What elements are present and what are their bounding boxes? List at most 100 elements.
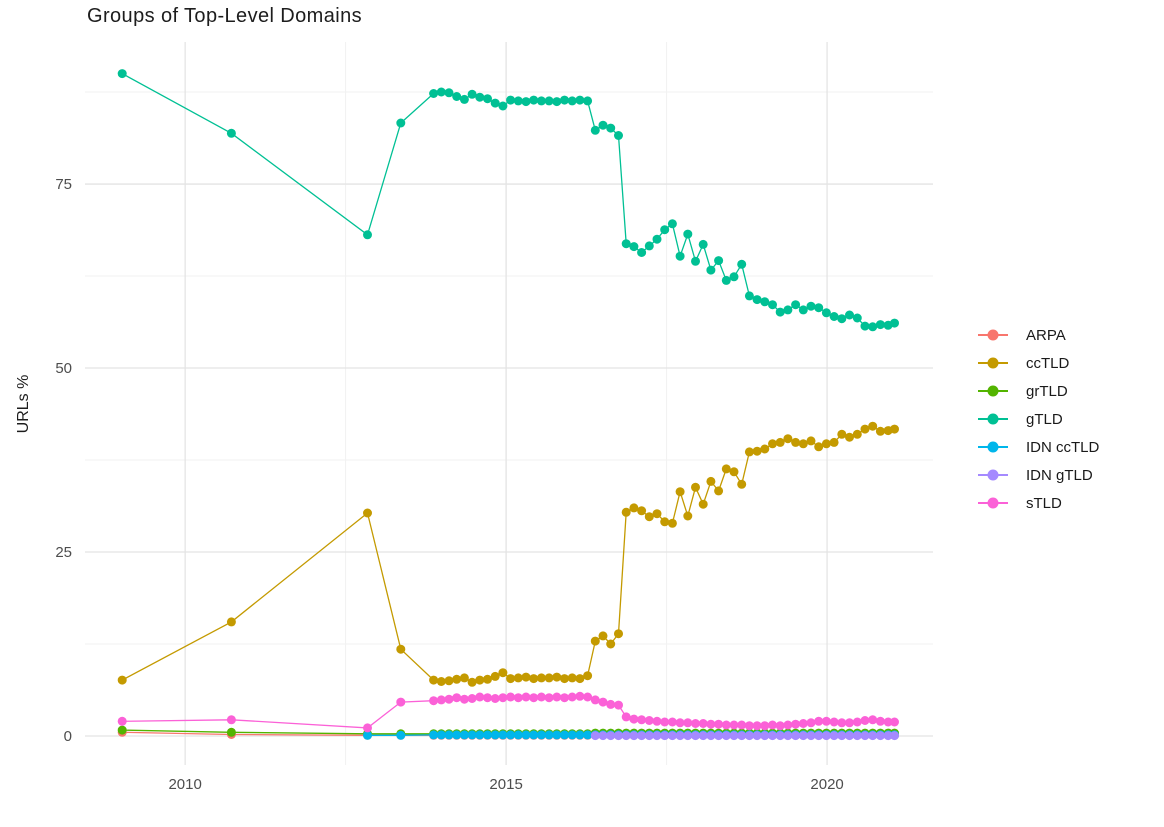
data-point-cctld (498, 668, 508, 678)
data-point-cctld (752, 446, 762, 456)
data-point-gtld (396, 118, 406, 128)
legend-key-dot (987, 357, 999, 369)
data-point-stld (821, 716, 831, 726)
data-point-idn-cctld (498, 730, 508, 740)
data-point-stld (396, 697, 406, 707)
data-point-stld (560, 693, 569, 703)
data-point-idn-cctld (363, 730, 372, 740)
data-point-idn-cctld (429, 730, 439, 740)
data-point-stld (798, 719, 808, 728)
data-point-gtld (829, 312, 839, 321)
data-point-gtld (652, 234, 662, 244)
data-point-gtld (521, 97, 531, 107)
data-point-gtld (644, 241, 654, 251)
series-gtld (117, 69, 899, 332)
data-point-idn-cctld (513, 730, 523, 740)
data-point-stld (614, 700, 623, 710)
data-point-stld (629, 714, 639, 724)
data-point-gtld (691, 256, 700, 266)
data-point-stld (452, 693, 462, 703)
legend-key-dot (987, 497, 999, 509)
data-point-cctld (837, 429, 847, 439)
data-point-gtld (706, 265, 716, 275)
data-point-gtld (606, 123, 616, 133)
data-point-cctld (544, 673, 554, 683)
data-point-idn-gtld (621, 731, 631, 741)
data-point-gtld (483, 94, 492, 104)
data-point-gtld (490, 98, 500, 108)
data-point-idn-cctld (552, 730, 562, 740)
data-point-gtld (444, 88, 454, 98)
data-point-stld (226, 715, 236, 725)
data-point-gtld (721, 275, 731, 285)
data-point-idn-gtld (590, 731, 600, 741)
series-idn-gtld (590, 731, 899, 741)
legend-item-cctld: ccTLD (978, 355, 1070, 372)
data-point-idn-cctld (444, 730, 454, 740)
data-point-cctld (536, 673, 546, 683)
data-point-gtld (621, 239, 631, 249)
data-point-cctld (791, 437, 801, 447)
data-point-idn-gtld (721, 731, 731, 741)
data-point-gtld (890, 318, 899, 328)
data-point-gtld (560, 95, 569, 105)
data-point-stld (721, 720, 731, 730)
data-point-cctld (614, 629, 623, 639)
data-point-gtld (852, 313, 862, 323)
data-point-stld (429, 696, 439, 706)
legend-label: grTLD (1026, 383, 1068, 400)
data-point-gtld (768, 300, 777, 310)
data-point-idn-gtld (890, 731, 899, 741)
data-point-cctld (760, 444, 770, 454)
data-point-stld (529, 693, 539, 703)
data-point-idn-gtld (837, 731, 847, 741)
data-point-stld (729, 720, 739, 730)
data-point-gtld (667, 219, 677, 229)
data-point-gtld (729, 272, 739, 282)
data-point-cctld (490, 671, 500, 681)
data-point-cctld (775, 437, 785, 447)
data-point-idn-gtld (675, 731, 685, 741)
data-point-gtld (737, 259, 747, 269)
data-point-stld (436, 695, 446, 705)
data-point-idn-cctld (396, 730, 406, 740)
data-point-cctld (829, 437, 839, 447)
data-point-idn-gtld (744, 731, 754, 741)
data-point-idn-cctld (536, 730, 546, 740)
data-point-gtld (675, 251, 685, 261)
y-tick-label: 25 (55, 544, 72, 561)
data-point-cctld (806, 436, 816, 446)
legend-item-idn-cctld: IDN ccTLD (978, 439, 1100, 456)
data-point-idn-gtld (775, 731, 785, 741)
series-cctld (117, 421, 899, 687)
data-point-stld (583, 692, 593, 702)
data-point-stld (644, 716, 654, 725)
data-point-cctld (698, 499, 708, 509)
series-line-gtld (121, 73, 895, 328)
data-point-stld (744, 721, 754, 731)
legend-item-arpa: ARPA (978, 327, 1066, 344)
data-point-cctld (552, 672, 562, 682)
data-point-cctld (467, 677, 477, 687)
grid (85, 42, 933, 765)
data-point-stld (890, 717, 899, 727)
data-point-gtld (791, 300, 801, 310)
data-point-cctld (583, 671, 593, 681)
legend-item-grtld: grTLD (978, 383, 1068, 400)
data-point-stld (521, 692, 531, 702)
data-point-idn-cctld (521, 730, 531, 740)
data-point-gtld (363, 230, 372, 240)
data-point-stld (691, 719, 700, 728)
data-point-cctld (363, 508, 372, 518)
data-point-idn-gtld (737, 731, 747, 741)
y-tick-label: 0 (64, 728, 72, 745)
data-point-idn-gtld (637, 731, 647, 741)
x-tick-label: 2015 (489, 776, 522, 793)
chart-title: Groups of Top-Level Domains (87, 5, 363, 27)
data-point-cctld (721, 464, 731, 474)
data-point-stld (845, 718, 854, 728)
data-point-cctld (798, 439, 808, 449)
data-point-stld (768, 720, 777, 730)
data-point-stld (498, 693, 508, 703)
data-point-cctld (744, 447, 754, 457)
